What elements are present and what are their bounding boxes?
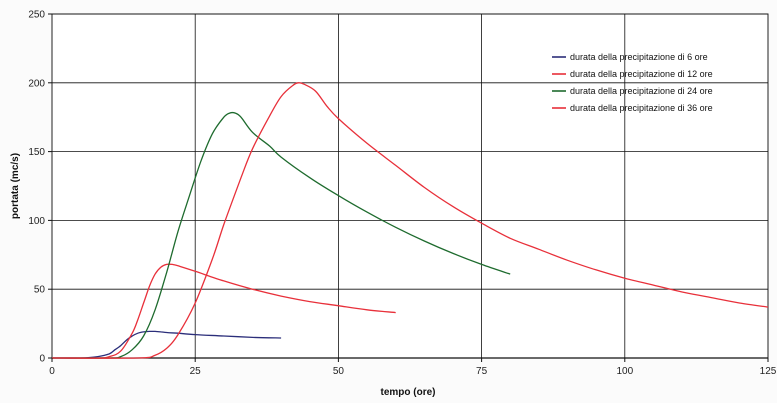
y-tick-label: 250 xyxy=(28,10,45,21)
legend: durata della precipitazione di 6 ore dura… xyxy=(552,52,713,113)
legend-label-1: durata della precipitazione di 6 ore xyxy=(570,52,708,62)
series-line-3 xyxy=(51,111,511,359)
legend-label-4: durata della precipitazione di 36 ore xyxy=(570,103,713,113)
x-tick-label: 0 xyxy=(49,366,55,377)
x-tick-label: 25 xyxy=(190,366,202,377)
y-tick-label: 50 xyxy=(34,285,46,296)
series-lines xyxy=(51,82,769,359)
series-line-1 xyxy=(51,330,282,359)
y-tick-label: 0 xyxy=(39,354,45,365)
series-line-4 xyxy=(51,82,769,359)
x-tick-label: 125 xyxy=(760,366,777,377)
y-tick-label: 100 xyxy=(28,216,45,227)
plot-area xyxy=(51,13,769,359)
grid xyxy=(51,13,769,359)
legend-label-2: durata della precipitazione di 12 ore xyxy=(570,69,713,79)
x-tick-label: 75 xyxy=(476,366,488,377)
x-tick-label: 100 xyxy=(616,366,633,377)
x-tick-label: 50 xyxy=(333,366,345,377)
series-line-2 xyxy=(51,263,396,359)
y-axis-title: portata (mc/s) xyxy=(10,153,21,219)
y-tick-label: 200 xyxy=(28,78,45,89)
y-tick-label: 150 xyxy=(28,147,45,158)
x-axis-title: tempo (ore) xyxy=(381,387,436,398)
legend-label-3: durata della precipitazione di 24 ore xyxy=(570,86,713,96)
axes: portata (mc/s) tempo (ore) 0 50 100 150 200 2… xyxy=(10,10,777,399)
